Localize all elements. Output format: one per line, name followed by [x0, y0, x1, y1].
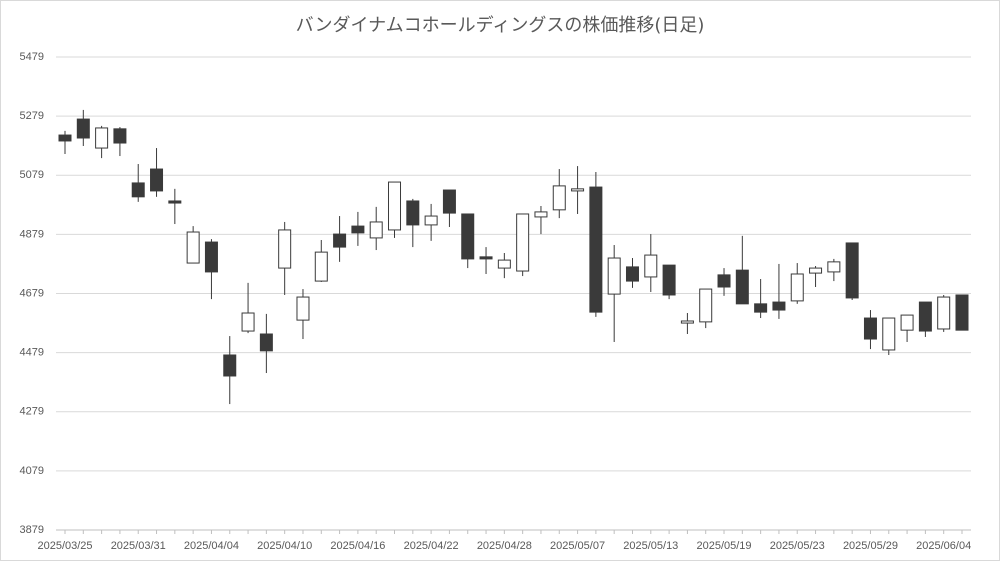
- candle-body: [863, 317, 877, 340]
- candle-body: [662, 264, 676, 296]
- candle-body: [607, 257, 621, 295]
- x-tick-label: 2025/04/28: [477, 540, 532, 552]
- candle-body: [58, 134, 72, 142]
- candle-body: [296, 296, 310, 321]
- candle-body: [717, 274, 731, 288]
- candle-body: [223, 354, 237, 377]
- x-tick-label: 2025/04/10: [257, 540, 312, 552]
- candle-body: [680, 320, 694, 324]
- x-tick-label: 2025/03/25: [37, 540, 92, 552]
- candle-body: [845, 242, 859, 299]
- y-tick-label: 4479: [20, 347, 44, 359]
- candle-body: [113, 128, 127, 144]
- candle-body: [461, 213, 475, 260]
- candle-body: [369, 221, 383, 239]
- candle-body: [424, 215, 438, 226]
- candle-body: [882, 317, 896, 351]
- candle-body: [754, 303, 768, 313]
- candle-body: [827, 261, 841, 273]
- y-tick-label: 4079: [20, 465, 44, 477]
- candle-body: [479, 256, 493, 260]
- candle-body: [76, 118, 90, 139]
- candle-body: [150, 168, 164, 192]
- candle-body: [900, 314, 914, 331]
- candle-body: [955, 294, 969, 331]
- candle-body: [772, 301, 786, 311]
- candle-body: [644, 254, 658, 278]
- candle-body: [406, 200, 420, 226]
- y-tick-label: 4679: [20, 287, 44, 299]
- candle-body: [168, 200, 182, 204]
- candle-body: [735, 269, 749, 305]
- candle-body: [516, 213, 530, 272]
- y-tick-label: 5279: [20, 110, 44, 122]
- x-tick-label: 2025/06/04: [916, 540, 971, 552]
- candle-body: [131, 182, 145, 198]
- x-tick-label: 2025/05/13: [623, 540, 678, 552]
- candle-body: [497, 259, 511, 269]
- x-tick-label: 2025/05/29: [843, 540, 898, 552]
- candle-body: [259, 333, 273, 352]
- candle-body: [937, 296, 951, 330]
- y-tick-label: 5079: [20, 169, 44, 181]
- candle-body: [204, 241, 218, 273]
- x-tick-label: 2025/05/23: [770, 540, 825, 552]
- candle-body: [790, 273, 804, 302]
- candle-body: [699, 288, 713, 323]
- chart-title: バンダイナムコホールディングスの株価推移(日足): [296, 15, 705, 36]
- candle-body: [552, 185, 566, 211]
- candle-body: [625, 266, 639, 282]
- candle-body: [918, 301, 932, 332]
- candle-body: [571, 188, 585, 192]
- candle-body: [351, 225, 365, 234]
- x-tick-label: 2025/05/19: [696, 540, 751, 552]
- candle-body: [388, 181, 402, 231]
- candle-body: [241, 312, 255, 332]
- x-tick-label: 2025/04/04: [184, 540, 239, 552]
- y-tick-label: 4879: [20, 228, 44, 240]
- x-tick-label: 2025/03/31: [111, 540, 166, 552]
- candle-body: [589, 186, 603, 313]
- x-tick-label: 2025/05/07: [550, 540, 605, 552]
- y-tick-label: 5479: [20, 51, 44, 63]
- candle-body: [95, 127, 109, 149]
- candle-body: [186, 231, 200, 264]
- x-tick-label: 2025/04/16: [330, 540, 385, 552]
- y-tick-label: 3879: [20, 524, 44, 536]
- candle-body: [809, 267, 823, 274]
- candle-body: [333, 233, 347, 248]
- candle-body: [534, 211, 548, 218]
- x-tick-label: 2025/04/22: [404, 540, 459, 552]
- y-tick-label: 4279: [20, 406, 44, 418]
- candle-body: [314, 251, 328, 282]
- candle-body: [442, 189, 456, 214]
- candle-body: [278, 229, 292, 269]
